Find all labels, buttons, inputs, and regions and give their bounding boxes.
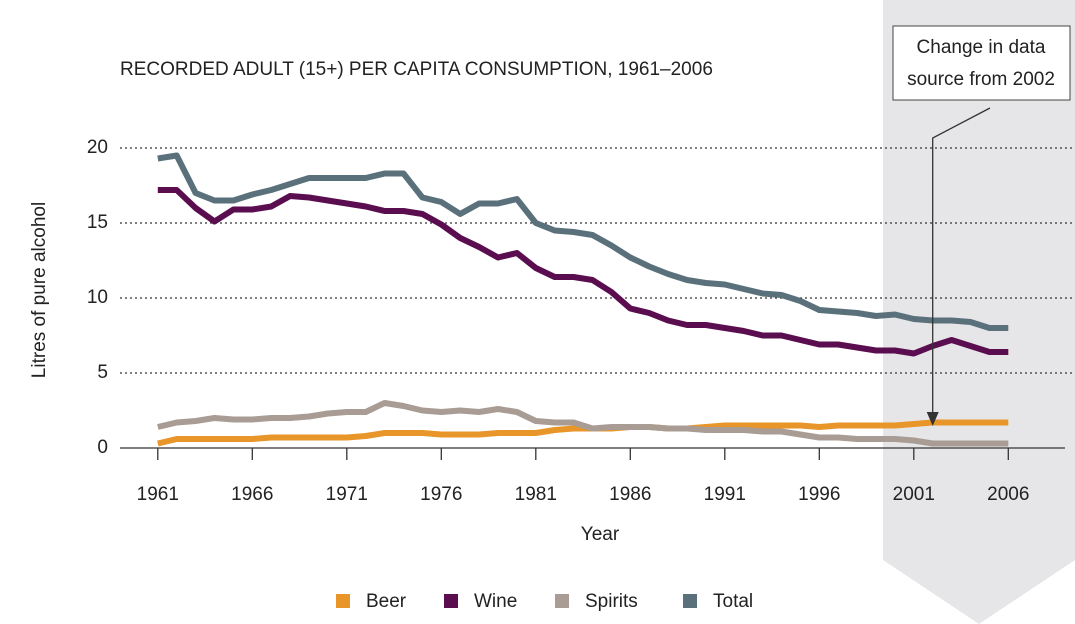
annotation-arrowhead bbox=[926, 412, 939, 426]
x-tick-label: 1991 bbox=[704, 484, 746, 505]
y-tick-label: 10 bbox=[87, 287, 108, 308]
legend-label: Total bbox=[713, 591, 753, 612]
chart-title: RECORDED ADULT (15+) PER CAPITA CONSUMPT… bbox=[120, 59, 713, 80]
x-tick-label: 1966 bbox=[231, 484, 273, 505]
x-tick-label: 1971 bbox=[326, 484, 368, 505]
legend-label: Wine bbox=[474, 591, 517, 612]
x-tick-label: 1976 bbox=[420, 484, 462, 505]
legend-swatch bbox=[555, 594, 569, 608]
y-tick-label: 20 bbox=[87, 137, 108, 158]
x-tick-label: 2001 bbox=[893, 484, 935, 505]
x-tick-label: 1961 bbox=[137, 484, 179, 505]
legend-swatch bbox=[336, 594, 350, 608]
x-tick-label: 1996 bbox=[798, 484, 840, 505]
series-line bbox=[157, 187, 1009, 357]
x-tick-label: 2006 bbox=[987, 484, 1029, 505]
annotation-box bbox=[892, 25, 1071, 101]
series-line bbox=[157, 400, 1009, 447]
x-tick-label: 1981 bbox=[515, 484, 557, 505]
y-tick-label: 15 bbox=[87, 212, 108, 233]
legend-label: Spirits bbox=[585, 591, 638, 612]
annotation: Change in data bbox=[917, 37, 1046, 58]
x-axis-label: Year bbox=[581, 524, 620, 545]
legend-swatch bbox=[683, 594, 697, 608]
y-axis-label: Litres of pure alcohol bbox=[29, 202, 50, 378]
legend-label: Beer bbox=[366, 591, 407, 612]
data-source-region bbox=[883, 0, 1075, 624]
x-tick-label: 1986 bbox=[609, 484, 651, 505]
legend-swatch bbox=[444, 594, 458, 608]
annotation-leader bbox=[932, 107, 991, 418]
series-line bbox=[157, 152, 1009, 331]
y-tick-label: 5 bbox=[97, 362, 108, 383]
y-tick-label: 0 bbox=[97, 437, 108, 458]
annotation: source from 2002 bbox=[907, 69, 1055, 90]
